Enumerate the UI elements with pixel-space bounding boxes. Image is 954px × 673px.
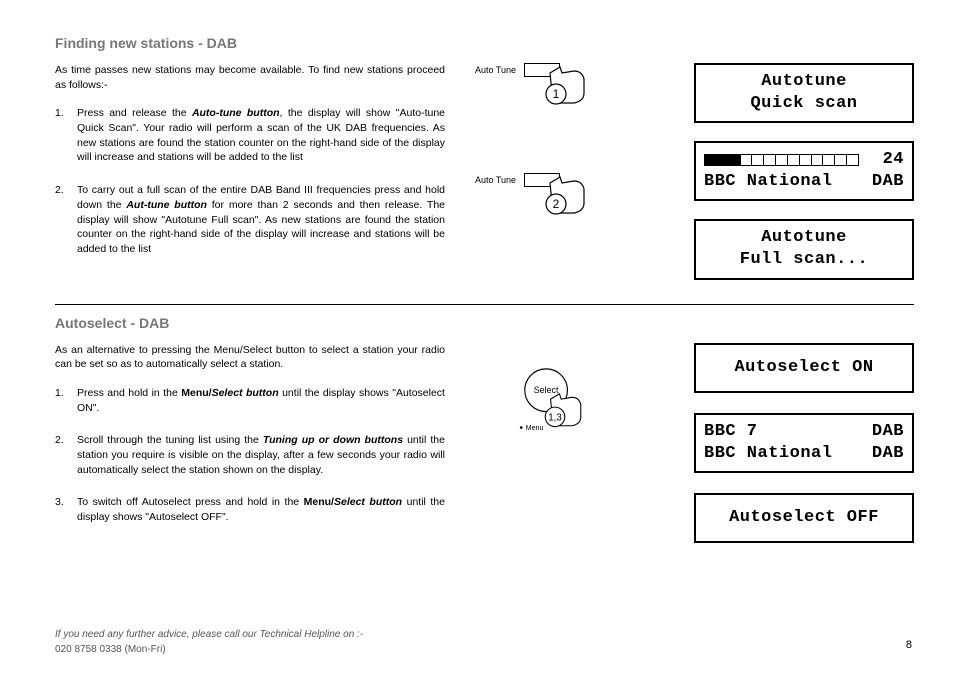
lcd-autoselect-off: Autoselect OFF — [694, 493, 914, 543]
lcd-text: BBC National — [704, 171, 832, 193]
lcd-station-list: BBC 7 DAB BBC National DAB — [694, 413, 914, 473]
bold: Menu/ — [181, 387, 211, 399]
section1-step1: Press and release the Auto-tune button, … — [55, 106, 445, 165]
section2-title: Autoselect - DAB — [55, 315, 914, 331]
lcd-line: Autoselect OFF — [704, 507, 904, 529]
section2-intro: As an alternative to pressing the Menu/S… — [55, 343, 445, 372]
svg-text:1,3: 1,3 — [548, 412, 562, 423]
text: To switch off Autoselect press and hold … — [77, 496, 304, 508]
bold-italic: Select button — [212, 387, 279, 399]
lcd-scan-progress: 24 BBC National DAB — [694, 141, 914, 201]
lcd-line: Autoselect ON — [704, 357, 904, 379]
section1-title: Finding new stations - DAB — [55, 35, 914, 51]
select-button-illustration: Select 1,3 Menu — [515, 363, 595, 453]
lcd-text: DAB — [872, 171, 904, 193]
footer: If you need any further advice, please c… — [55, 629, 363, 655]
autotune-label: Auto Tune — [475, 63, 516, 75]
section1-step2: To carry out a full scan of the entire D… — [55, 183, 445, 256]
svg-text:2: 2 — [553, 197, 560, 211]
lcd-line: Quick scan — [704, 93, 904, 115]
svg-text:Menu: Menu — [526, 424, 544, 432]
lcd-text: BBC National — [704, 443, 832, 465]
section2-step2: Scroll through the tuning list using the… — [55, 433, 445, 477]
divider — [55, 304, 914, 305]
svg-text:1: 1 — [553, 87, 560, 101]
page-number: 8 — [906, 639, 912, 651]
hand-pointer-icon: 2 — [542, 175, 592, 220]
bold-italic: Select button — [334, 496, 402, 508]
lcd-line: Autotune — [704, 227, 904, 249]
bold: Menu/ — [304, 496, 334, 508]
lcd-autotune-full: Autotune Full scan... — [694, 219, 914, 279]
text: Press and hold in the — [77, 387, 181, 399]
autotune-illustration-1: Auto Tune 1 — [475, 63, 560, 79]
footer-phone: 020 8758 0338 (Mon-Fri) — [55, 644, 363, 655]
bold-italic: Tuning up or down buttons — [263, 434, 403, 446]
section2-step1: Press and hold in the Menu/Select button… — [55, 386, 445, 415]
autotune-label: Auto Tune — [475, 173, 516, 185]
lcd-line: Full scan... — [704, 249, 904, 271]
lcd-text: DAB — [872, 421, 904, 443]
svg-text:Select: Select — [534, 384, 559, 394]
lcd-text: DAB — [872, 443, 904, 465]
progress-bar — [704, 154, 859, 166]
hand-pointer-icon: 1 — [542, 65, 592, 110]
text: Scroll through the tuning list using the — [77, 434, 263, 446]
section1-intro: As time passes new stations may become a… — [55, 63, 445, 92]
bold-text: Auto-tune button — [192, 107, 280, 119]
lcd-autotune-quick: Autotune Quick scan — [694, 63, 914, 123]
lcd-line: Autotune — [704, 71, 904, 93]
station-count: 24 — [883, 149, 904, 171]
text: Press and release the — [77, 107, 192, 119]
section2-step3: To switch off Autoselect press and hold … — [55, 495, 445, 524]
lcd-text: BBC 7 — [704, 421, 758, 443]
autotune-illustration-2: Auto Tune 2 — [475, 173, 560, 189]
footer-line1: If you need any further advice, please c… — [55, 629, 363, 640]
lcd-autoselect-on: Autoselect ON — [694, 343, 914, 393]
bold-text: Aut-tune button — [126, 199, 207, 211]
